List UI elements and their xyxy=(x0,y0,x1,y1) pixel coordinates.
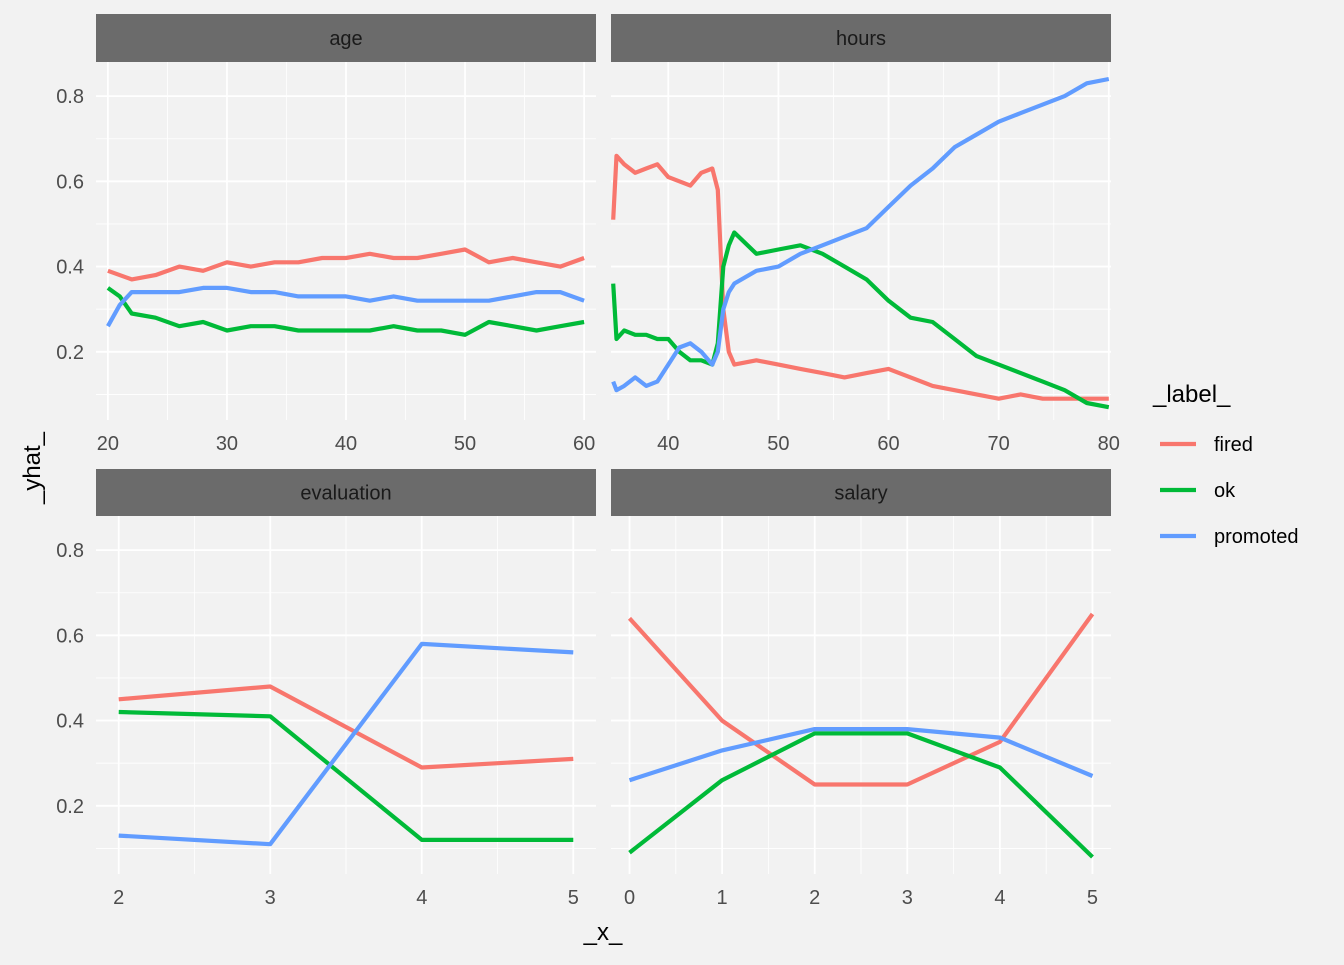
panel-1-x-tick-label: 70 xyxy=(988,433,1010,455)
panel-2-series-fired xyxy=(118,684,574,770)
panel-2-strip xyxy=(96,469,596,516)
panel-1-x-tick-label: 40 xyxy=(657,433,679,455)
legend-label-promoted: promoted xyxy=(1214,526,1299,548)
panel-3-x-tick-label: 3 xyxy=(902,887,913,909)
panel-1-strip xyxy=(611,14,1111,62)
panel-1-x-tick-label: 80 xyxy=(1098,433,1120,455)
panel-0-series-promoted xyxy=(106,285,585,328)
x-axis-title: _x_ xyxy=(583,919,623,946)
panel-0-x-tick-label: 60 xyxy=(573,433,595,455)
panel-3-x-tick-label: 2 xyxy=(809,887,820,909)
panel-2-y-tick-label: 0.8 xyxy=(56,540,84,562)
panel-1-series-fired xyxy=(611,153,1109,401)
panel-3-series-ok xyxy=(628,731,1094,859)
panel-1-background xyxy=(611,62,1111,420)
panel-2-y-tick-label: 0.2 xyxy=(56,796,84,818)
panel-3-series-fired xyxy=(627,612,1095,787)
panel-3-x-tick-label: 1 xyxy=(717,887,728,909)
panel-2-y-tick-label: 0.4 xyxy=(56,711,84,733)
panel-0-x-tick-label: 30 xyxy=(216,433,238,455)
panel-0-strip-label: age xyxy=(329,28,362,50)
panel-0-y-tick-label: 0.4 xyxy=(56,257,84,279)
panel-2-series-promoted xyxy=(118,641,574,847)
y-axis-title: _yhat_ xyxy=(19,431,46,505)
panel-0-y-tick-label: 0.8 xyxy=(56,86,84,108)
legend-title: _label_ xyxy=(1152,381,1231,408)
legend-label-ok: ok xyxy=(1214,480,1236,502)
panel-2-x-tick-label: 4 xyxy=(416,887,427,909)
panel-2-x-tick-label: 3 xyxy=(265,887,276,909)
panel-3-x-tick-label: 5 xyxy=(1087,887,1098,909)
panel-1-series-ok xyxy=(611,230,1110,410)
panel-3-series-promoted xyxy=(628,726,1094,783)
panel-3-strip xyxy=(611,469,1111,516)
panel-1-x-tick-label: 50 xyxy=(767,433,789,455)
panel-3-x-tick-label: 0 xyxy=(624,887,635,909)
panel-0-series-fired xyxy=(107,247,585,282)
panel-0-x-tick-label: 50 xyxy=(454,433,476,455)
panel-3-x-tick-label: 4 xyxy=(994,887,1005,909)
panel-0-series-ok xyxy=(106,286,585,337)
panel-2-x-tick-label: 5 xyxy=(568,887,579,909)
panel-0-y-tick-label: 0.6 xyxy=(56,171,84,193)
panel-1-strip-label: hours xyxy=(836,28,886,50)
panel-2-y-tick-label: 0.6 xyxy=(56,625,84,647)
panel-2-x-tick-label: 2 xyxy=(113,887,124,909)
panel-1-x-tick-label: 60 xyxy=(877,433,899,455)
panel-2-strip-label: evaluation xyxy=(300,483,391,505)
panel-3-strip-label: salary xyxy=(834,483,887,505)
panel-0-strip xyxy=(96,14,596,62)
panel-2-series-ok xyxy=(118,709,574,843)
panel-0-x-tick-label: 40 xyxy=(335,433,357,455)
legend-label-fired: fired xyxy=(1214,434,1253,456)
panel-0-x-tick-label: 20 xyxy=(97,433,119,455)
panel-0-y-tick-label: 0.2 xyxy=(56,342,84,364)
panel-1-series-promoted xyxy=(611,76,1110,393)
